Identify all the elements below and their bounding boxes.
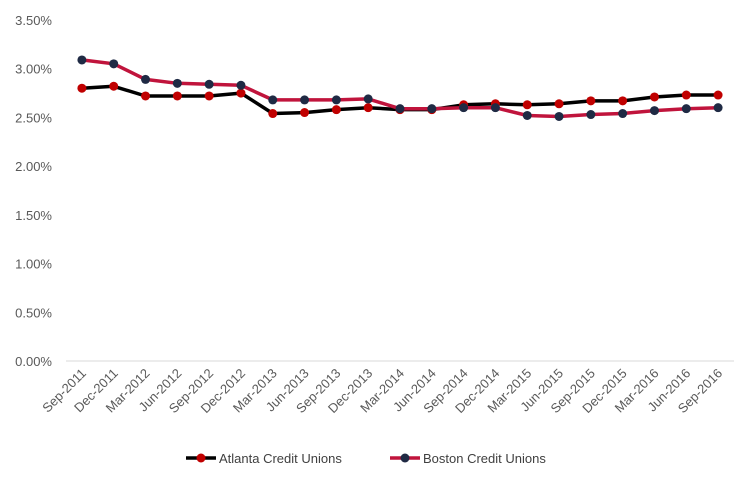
y-tick-label: 3.00% [15, 62, 52, 77]
y-tick-label: 2.00% [15, 159, 52, 174]
data-point [236, 88, 246, 98]
legend-item: Atlanta Credit Unions [186, 451, 342, 466]
data-point [300, 108, 310, 118]
data-point [331, 95, 341, 105]
data-point [618, 109, 628, 119]
data-point [522, 100, 532, 110]
data-point [172, 78, 182, 88]
legend: Atlanta Credit Unions Boston Credit Union… [186, 451, 546, 466]
data-point [459, 103, 469, 113]
legend-label: Atlanta Credit Unions [219, 451, 342, 466]
data-point [141, 74, 151, 84]
legend-item: Boston Credit Unions [390, 451, 546, 466]
data-point [363, 94, 373, 104]
data-point [427, 104, 437, 114]
y-tick-label: 1.50% [15, 208, 52, 223]
data-point [586, 110, 596, 120]
data-point [649, 92, 659, 102]
y-tick-label: 1.00% [15, 257, 52, 272]
data-point [109, 59, 119, 69]
data-point [204, 79, 214, 89]
legend-label: Boston Credit Unions [423, 451, 546, 466]
y-axis-ticks: 0.00% 0.50% 1.00% 1.50% 2.00% 2.50% 3.00% 3.50% [15, 13, 52, 369]
data-point [649, 106, 659, 116]
y-tick-label: 0.00% [15, 354, 52, 369]
data-point [268, 109, 278, 119]
y-tick-label: 0.50% [15, 305, 52, 320]
data-point [681, 90, 691, 100]
legend-marker [400, 453, 410, 463]
y-tick-label: 2.50% [15, 110, 52, 125]
data-point [554, 99, 564, 109]
data-point [172, 91, 182, 101]
data-point [713, 103, 723, 113]
legend-marker [196, 453, 206, 463]
data-point [77, 55, 87, 65]
data-point [77, 83, 87, 93]
data-point [586, 96, 596, 106]
data-point [300, 95, 310, 105]
series-group [77, 55, 723, 121]
data-point [522, 110, 532, 120]
data-point [713, 90, 723, 100]
data-point [109, 81, 119, 91]
data-point [618, 96, 628, 106]
data-point [236, 80, 246, 90]
data-point [331, 105, 341, 115]
data-point [268, 95, 278, 105]
data-point [490, 103, 500, 113]
data-point [141, 91, 151, 101]
data-point [554, 111, 564, 121]
series-1 [77, 55, 723, 121]
data-point [204, 91, 214, 101]
data-point [681, 104, 691, 114]
data-point [395, 104, 405, 114]
data-point [363, 103, 373, 113]
y-tick-label: 3.50% [15, 13, 52, 28]
x-axis-ticks: Sep-2011Dec-2011Mar-2012Jun-2012Sep-2012… [39, 366, 725, 416]
